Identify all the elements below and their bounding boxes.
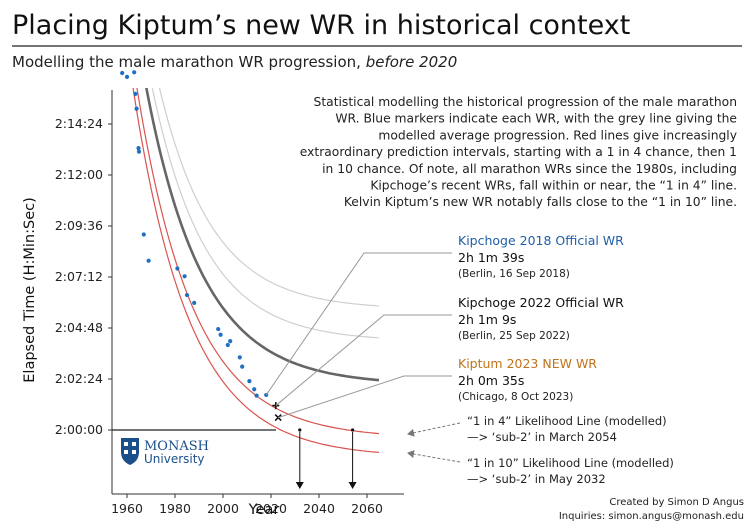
sub-2-crossing-point [298, 428, 302, 432]
leader-kiptum-2023 [278, 375, 452, 419]
leader-kipchoge-2018 [265, 252, 452, 396]
description-block: Statistical modelling the historical pro… [300, 95, 737, 209]
description-line: in 10 chance. Of note, all marathon WRs … [322, 162, 737, 176]
world-record-marker [124, 74, 130, 79]
world-record-marker [228, 339, 233, 344]
model-curve-1-in-4-likelihood-line [136, 88, 380, 435]
likelihood-1-in-10-date: —> ‘sub-2’ in May 2032 [467, 472, 606, 486]
credit-author: Created by Simon D Angus [609, 497, 744, 508]
annotation-kipchoge-2022-heading: Kipchoge 2022 Official WR [458, 295, 624, 310]
world-record-marker [240, 364, 245, 369]
x-tick-label: 2000 [207, 501, 239, 516]
subtitle-emphasis: before 2020 [366, 53, 458, 71]
kipchoge-2022-plus-marker [272, 402, 280, 410]
x-tick-label: 1960 [111, 501, 143, 516]
likelihood-1-in-4-pointer [407, 422, 461, 437]
y-axis-label: Elapsed Time (H:Min:Sec) [22, 197, 38, 382]
credit-contact: Inquiries: simon.angus@monash.edu [559, 511, 744, 522]
world-record-marker [225, 342, 230, 348]
annotation-kiptum-2023-time: 2h 0m 35s [458, 373, 524, 388]
description-line: Statistical modelling the historical pro… [314, 95, 737, 109]
model-curve-upper-interval-2 [158, 88, 380, 307]
world-record-marker [141, 232, 146, 237]
description-line: WR. Blue markers indicate each WR, with … [335, 112, 737, 126]
x-tick-label: 2020 [255, 501, 287, 516]
subtitle-main: Modelling the male marathon WR progressi… [12, 53, 366, 71]
x-tick-label: 2060 [351, 501, 383, 516]
world-record-marker [146, 258, 151, 263]
chart-subtitle: Modelling the male marathon WR progressi… [12, 53, 457, 71]
world-record-marker [182, 274, 187, 279]
monash-logo: MONASH University [121, 438, 209, 466]
y-tick-label: 2:12:00 [55, 167, 103, 182]
likelihood-1-in-4-title: “1 in 4” Likelihood Line (modelled) [467, 414, 667, 428]
world-record-markers [120, 70, 269, 398]
y-tick-label: 2:04:48 [55, 320, 103, 335]
world-record-marker [184, 292, 190, 298]
logo-name: MONASH [144, 439, 209, 454]
model-curve-1-in-10-likelihood-line [132, 88, 380, 453]
world-record-marker [136, 145, 141, 151]
x-axis-ticks: 1960 1980 2000 2020 2040 2060 [111, 494, 383, 516]
annotation-kipchoge-2022-detail: (Berlin, 25 Sep 2022) [458, 330, 570, 342]
y-tick-label: 2:00:00 [55, 422, 103, 437]
y-tick-label: 2:02:24 [55, 371, 103, 386]
annotation-kipchoge-2018-heading: Kipchoge 2018 Official WR [458, 233, 624, 248]
annotation-kipchoge-2018-detail: (Berlin, 16 Sep 2018) [458, 268, 570, 280]
annotation-kipchoge-2022: Kipchoge 2022 Official WR 2h 1m 9s (Berl… [458, 295, 624, 342]
annotation-kipchoge-2018: Kipchoge 2018 Official WR 2h 1m 39s (Ber… [458, 233, 624, 280]
sub-2-crossing-arrows [295, 428, 357, 489]
model-curve-upper-interval-1 [151, 88, 380, 339]
y-tick-label: 2:14:24 [55, 116, 103, 131]
annotation-kipchoge-2022-time: 2h 1m 9s [458, 312, 516, 327]
monash-crest-icon [121, 438, 139, 465]
world-record-marker [134, 106, 139, 111]
likelihood-1-in-4-date: —> ‘sub-2’ in March 2054 [467, 430, 617, 444]
likelihood-1-in-10-label: “1 in 10” Likelihood Line (modelled) —> … [467, 456, 674, 486]
description-line: Kipchoge’s recent WRs, fall within or ne… [370, 179, 737, 193]
world-record-marker [237, 355, 242, 360]
world-record-marker [254, 393, 259, 398]
x-tick-label: 2040 [303, 501, 335, 516]
world-record-marker [216, 326, 221, 332]
x-axis-label: Year [248, 502, 280, 518]
description-line: extraordinary prediction intervals, star… [300, 145, 737, 159]
y-axis-ticks: 2:00:00 2:02:24 2:04:48 2:07:12 2:09:36 2:12:… [55, 116, 112, 437]
model-curve-average-progression [145, 88, 380, 382]
sub-2-crossing-point [351, 428, 355, 432]
chart-title: Placing Kiptum’s new WR in historical co… [12, 10, 630, 41]
model-curves [132, 88, 380, 453]
likelihood-1-in-10-title: “1 in 10” Likelihood Line (modelled) [467, 456, 674, 470]
annotation-kiptum-2023: Kiptum 2023 NEW WR 2h 0m 35s (Chicago, 8… [458, 356, 597, 403]
logo-subname: University [144, 452, 205, 466]
annotation-kipchoge-2018-time: 2h 1m 39s [458, 250, 524, 265]
plot-axes [111, 90, 404, 495]
world-record-marker [192, 300, 197, 305]
description-line: modelled average progression. Red lines … [378, 128, 737, 142]
world-record-marker [136, 149, 142, 154]
world-record-marker [132, 70, 137, 75]
world-record-marker [120, 70, 125, 76]
world-record-marker [218, 332, 223, 337]
annotation-kiptum-2023-detail: (Chicago, 8 Oct 2023) [458, 391, 573, 403]
world-record-marker [247, 379, 252, 384]
y-tick-label: 2:07:12 [55, 269, 103, 284]
world-record-marker [133, 91, 138, 96]
x-tick-label: 1980 [159, 501, 191, 516]
annotation-leaders [265, 252, 461, 463]
description-line: Kelvin Kiptum’s new WR notably falls clo… [344, 195, 737, 209]
world-record-marker [175, 266, 180, 271]
world-record-marker [252, 387, 257, 392]
y-tick-label: 2:09:36 [55, 218, 103, 233]
likelihood-1-in-10-pointer [407, 450, 461, 463]
leader-kipchoge-2022 [275, 314, 452, 406]
annotation-kiptum-2023-heading: Kiptum 2023 NEW WR [458, 356, 597, 371]
likelihood-1-in-4-label: “1 in 4” Likelihood Line (modelled) —> ‘… [467, 414, 667, 444]
